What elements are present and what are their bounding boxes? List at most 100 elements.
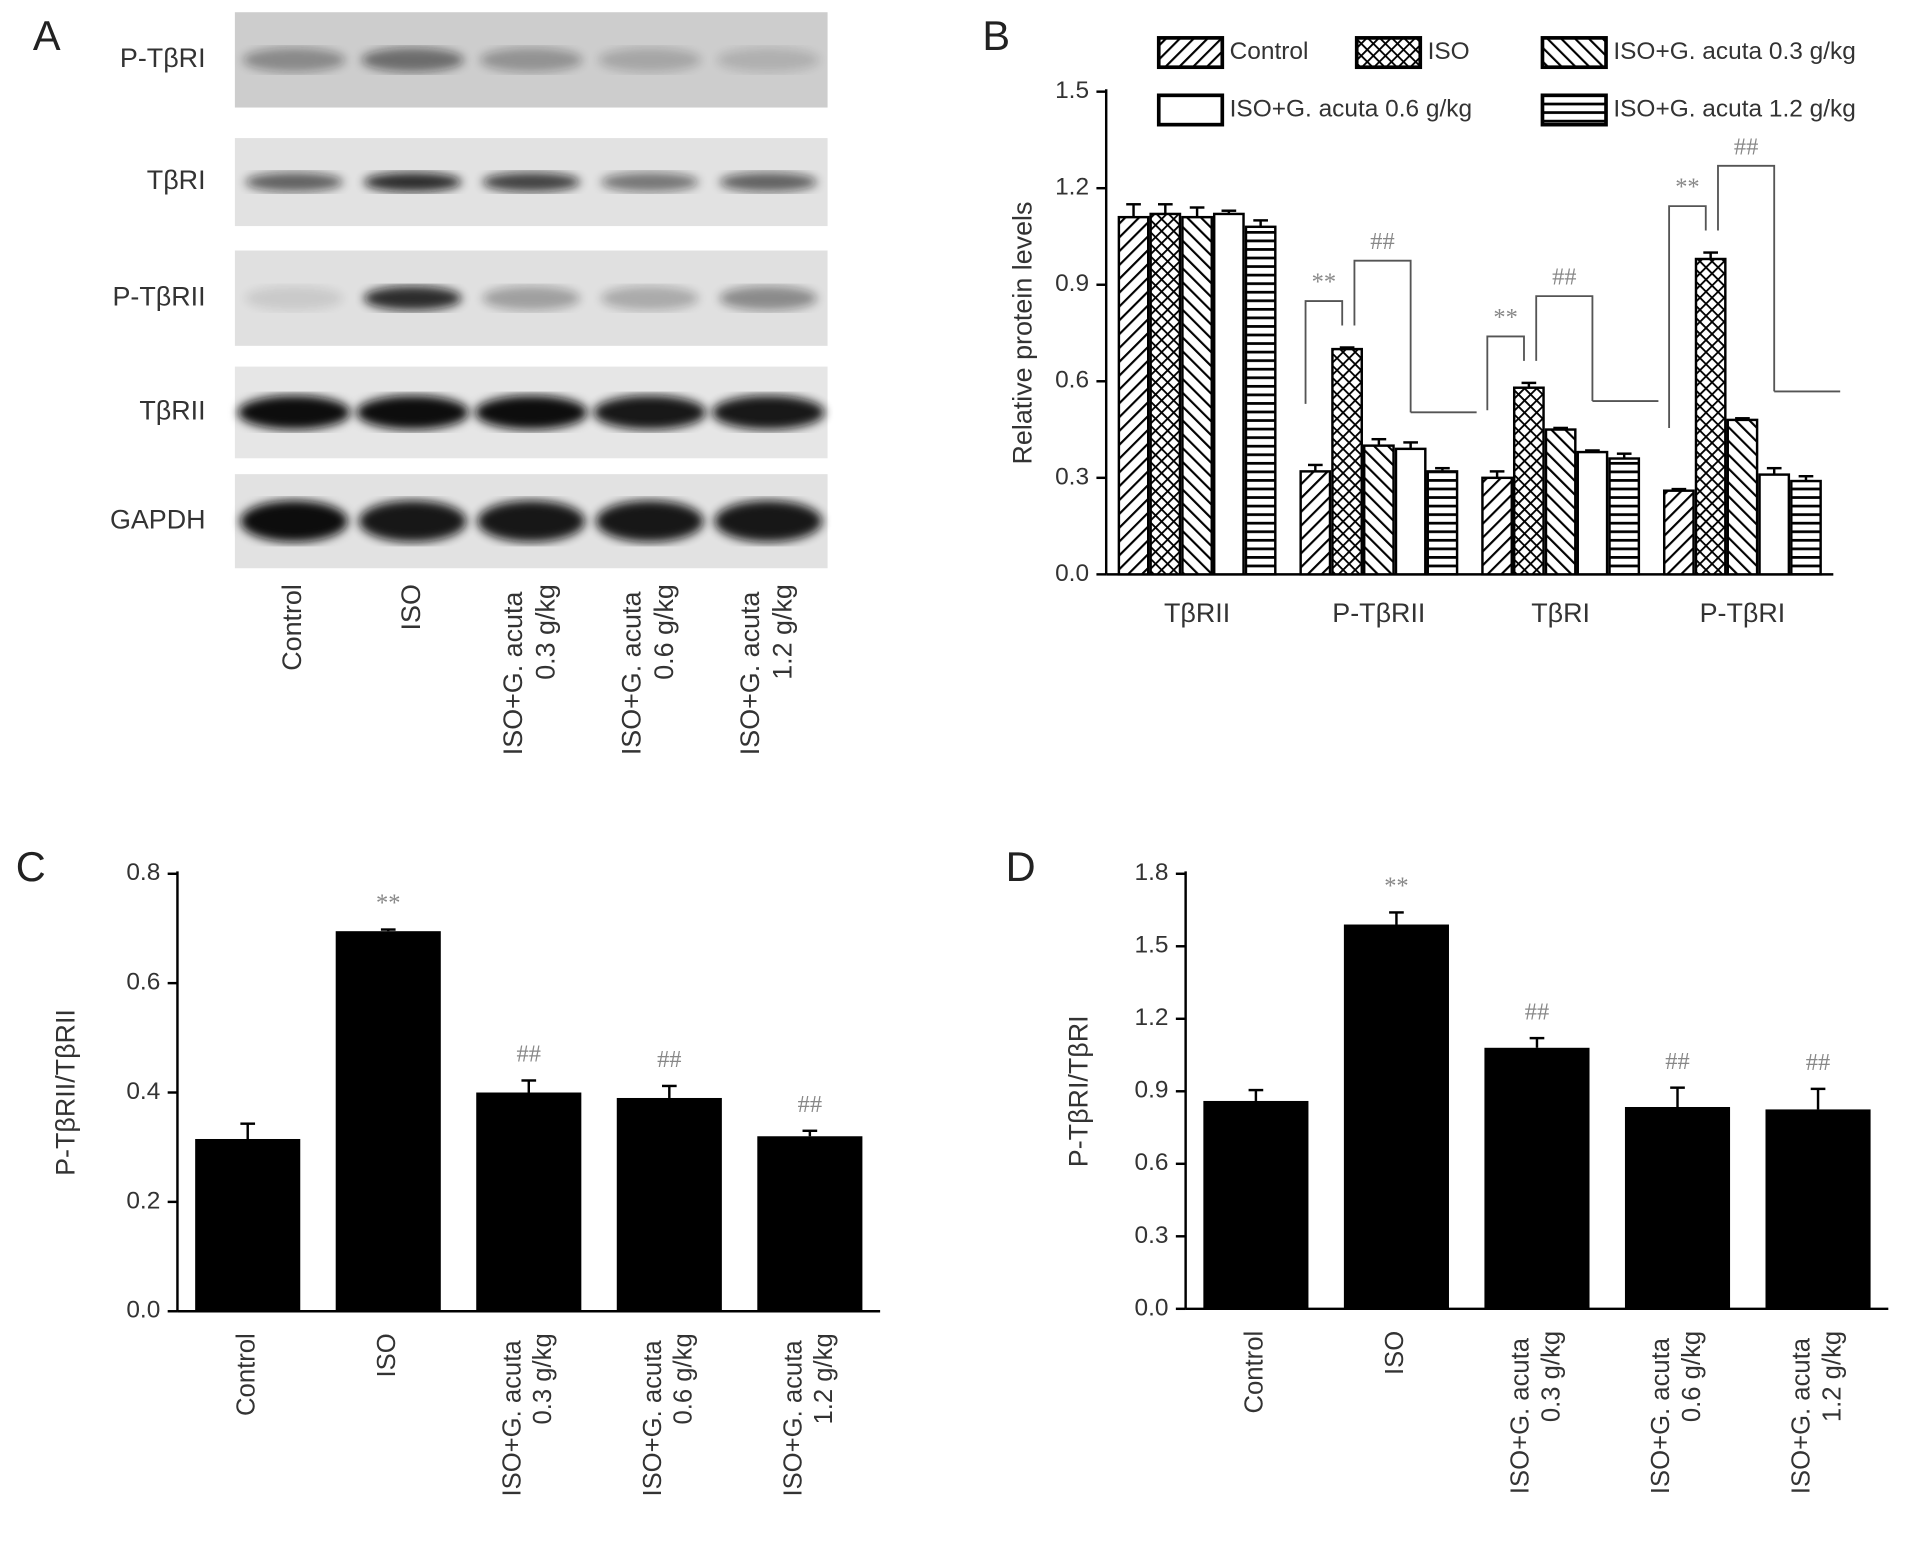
significance-marker: ## <box>1370 228 1394 255</box>
blot-band <box>482 172 581 192</box>
bracket <box>1486 335 1525 411</box>
bar <box>1790 479 1822 576</box>
blot-band <box>363 285 462 311</box>
blot-band <box>358 500 467 542</box>
label-line: 1.2 g/kg <box>810 1333 838 1424</box>
y-tick-label: 1.5 <box>1135 932 1169 959</box>
y-tick-label: 0.0 <box>1055 560 1089 587</box>
blot-band <box>719 172 818 192</box>
legend-swatch <box>1540 93 1608 127</box>
y-tick-label: 1.2 <box>1135 1004 1169 1031</box>
panel-letter: D <box>1006 843 1036 890</box>
label-line: ISO+G. acuta <box>1647 1331 1675 1494</box>
label-line: ISO+G. acuta <box>498 584 528 755</box>
blot-band <box>363 172 462 192</box>
row-label: TβRII <box>139 396 205 426</box>
y-tick-label: 0.3 <box>1135 1222 1169 1249</box>
bar <box>1212 212 1245 576</box>
lane-label: Control <box>277 584 307 671</box>
bar <box>335 931 441 1312</box>
y-axis-label: P-TβRII/TβRII <box>51 1009 81 1176</box>
bar <box>616 1097 722 1312</box>
x-tick-label: ISO+G. acuta 0.6 g/kg <box>1647 1331 1706 1494</box>
significance-marker: ## <box>1806 1049 1830 1076</box>
blot-band <box>593 395 706 430</box>
blot-band <box>600 172 699 192</box>
legend-label: ISO+G. acuta 1.2 g/kg <box>1613 95 1855 122</box>
label-line: ISO+G. acuta <box>1506 1331 1534 1494</box>
blot-band <box>719 285 818 311</box>
x-tick-label: ISO+G. acuta 0.6 g/kg <box>639 1333 698 1496</box>
significance-marker: ## <box>517 1041 541 1068</box>
significance-marker: ** <box>376 890 400 917</box>
bar <box>1331 347 1363 576</box>
bracket <box>1304 300 1344 404</box>
significance-marker: ** <box>1312 269 1336 296</box>
bar <box>757 1136 863 1312</box>
blot-band <box>479 47 583 73</box>
significance-marker: ** <box>1493 304 1517 331</box>
label-line: 1.2 g/kg <box>768 584 798 680</box>
bar <box>1758 473 1791 576</box>
blot-band <box>482 285 581 311</box>
bar <box>1544 428 1577 576</box>
row-label: P-TβRI <box>120 43 206 73</box>
bar <box>1484 1047 1590 1309</box>
significance-marker: ## <box>798 1091 822 1118</box>
blot-band <box>477 500 585 542</box>
lane-label: ISO+G. acuta 0.6 g/kg <box>617 584 679 755</box>
x-tick-label: ISO+G. acuta 1.2 g/kg <box>779 1333 838 1496</box>
significance-marker: ** <box>1384 873 1408 900</box>
blot-band <box>712 395 825 430</box>
label-line: ISO+G. acuta <box>639 1333 667 1496</box>
row-label: P-TβRII <box>112 281 205 311</box>
legend-swatch <box>1156 93 1225 127</box>
label-line: 0.3 g/kg <box>1537 1331 1565 1422</box>
y-axis-label: P-TβRI/TβRI <box>1064 1015 1094 1167</box>
bar <box>1624 1106 1731 1309</box>
bar <box>1694 257 1727 576</box>
y-tick-label: 0.9 <box>1135 1077 1169 1104</box>
y-tick-label: 0.2 <box>126 1187 160 1214</box>
legend-swatch <box>1156 36 1225 70</box>
lane-label: ISO+G. acuta 0.3 g/kg <box>498 584 560 755</box>
bar <box>1203 1100 1309 1309</box>
blot-band <box>245 285 344 311</box>
significance-marker: ## <box>1525 998 1549 1025</box>
x-tick-label: TβRII <box>1164 598 1230 628</box>
y-tick-label: 0.3 <box>1055 463 1089 490</box>
y-tick-label: 0.6 <box>126 969 160 996</box>
blot-band <box>237 395 351 430</box>
x-tick-label: ISO <box>1381 1331 1409 1375</box>
bracket <box>1717 164 1776 392</box>
y-tick-label: 0.6 <box>1055 367 1089 394</box>
blot-band <box>714 500 823 542</box>
panel-letter: C <box>16 843 46 890</box>
blot-band <box>242 47 346 73</box>
legend-swatch <box>1354 36 1423 70</box>
blot-band <box>716 47 820 73</box>
bracket <box>1668 205 1707 428</box>
y-tick-label: 0.8 <box>126 859 160 886</box>
y-axis-label: Relative protein levels <box>1007 202 1037 465</box>
x-tick-label: ISO+G. acuta 0.3 g/kg <box>1506 1331 1565 1494</box>
label-line: 0.3 g/kg <box>529 1333 557 1424</box>
x-tick-label: Control <box>1241 1331 1269 1414</box>
blot-band <box>600 285 699 311</box>
bracket <box>1353 259 1412 413</box>
bar <box>1299 470 1332 576</box>
bar <box>1394 447 1427 576</box>
legend-label: ISO <box>1428 38 1470 65</box>
y-tick-label: 0.6 <box>1135 1149 1169 1176</box>
significance-marker: ## <box>657 1046 681 1073</box>
bar <box>1343 924 1449 1309</box>
row-label: GAPDH <box>110 504 206 534</box>
blot-band <box>240 500 348 542</box>
bar <box>1362 444 1395 576</box>
bar <box>1576 450 1609 576</box>
y-tick-label: 1.8 <box>1135 859 1169 886</box>
x-tick-label: TβRI <box>1531 598 1590 628</box>
lane-label: ISO+G. acuta 1.2 g/kg <box>735 584 797 755</box>
bar <box>1512 386 1545 576</box>
